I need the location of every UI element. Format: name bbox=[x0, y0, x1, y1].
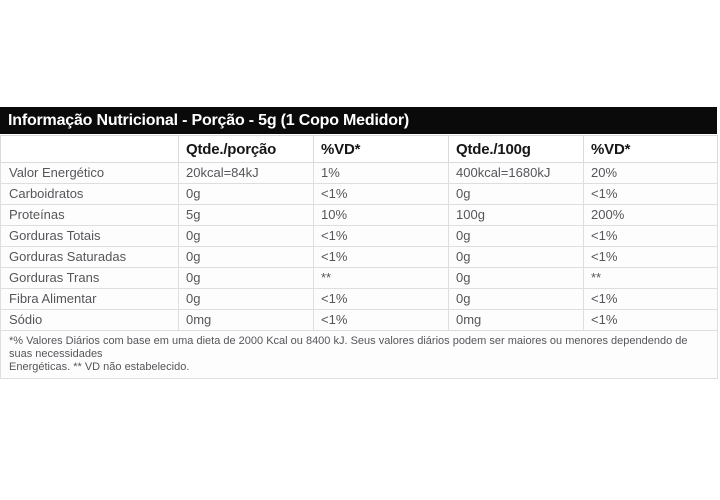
cell-qtde-100g: 0g bbox=[448, 246, 584, 268]
row-label: Sódio bbox=[0, 309, 179, 331]
row-label: Gorduras Trans bbox=[0, 267, 179, 289]
column-header-empty bbox=[0, 135, 179, 163]
cell-qtde-100g: 0g bbox=[448, 288, 584, 310]
header-row: Qtde./porção %VD* Qtde./100g %VD* bbox=[0, 135, 718, 163]
cell-qtde-porcao: 0g bbox=[178, 246, 314, 268]
cell-vd-porcao: ** bbox=[313, 267, 449, 289]
table-row-carboidratos: Carboidratos 0g <1% 0g <1% bbox=[0, 183, 718, 205]
cell-vd-100g: <1% bbox=[583, 183, 718, 205]
nutrition-title: Informação Nutricional - Porção - 5g (1 … bbox=[8, 112, 409, 129]
table-row-fibra-alimentar: Fibra Alimentar 0g <1% 0g <1% bbox=[0, 288, 718, 310]
column-header-vd-porcao: %VD* bbox=[313, 135, 449, 163]
column-header-qtde-porcao: Qtde./porção bbox=[178, 135, 314, 163]
cell-vd-100g: <1% bbox=[583, 309, 718, 331]
cell-vd-porcao: <1% bbox=[313, 225, 449, 247]
cell-qtde-100g: 0g bbox=[448, 267, 584, 289]
row-label: Fibra Alimentar bbox=[0, 288, 179, 310]
cell-qtde-porcao: 0mg bbox=[178, 309, 314, 331]
row-label: Gorduras Saturadas bbox=[0, 246, 179, 268]
cell-vd-100g: 200% bbox=[583, 204, 718, 226]
table-row-gorduras-totais: Gorduras Totais 0g <1% 0g <1% bbox=[0, 225, 718, 247]
footnote-line-1: *% Valores Diários com base em uma dieta… bbox=[9, 335, 688, 360]
cell-qtde-porcao: 0g bbox=[178, 267, 314, 289]
table-row-gorduras-saturadas: Gorduras Saturadas 0g <1% 0g <1% bbox=[0, 246, 718, 268]
row-label: Carboidratos bbox=[0, 183, 179, 205]
row-label: Proteínas bbox=[0, 204, 179, 226]
cell-vd-porcao: 1% bbox=[313, 162, 449, 184]
cell-qtde-100g: 0g bbox=[448, 225, 584, 247]
cell-vd-100g: <1% bbox=[583, 246, 718, 268]
nutrition-label: Informação Nutricional - Porção - 5g (1 … bbox=[0, 107, 718, 379]
cell-vd-porcao: <1% bbox=[313, 288, 449, 310]
table-row-sodio: Sódio 0mg <1% 0mg <1% bbox=[0, 309, 718, 331]
cell-vd-porcao: 10% bbox=[313, 204, 449, 226]
footnote-row: *% Valores Diários com base em uma dieta… bbox=[0, 330, 718, 379]
cell-qtde-porcao: 0g bbox=[178, 288, 314, 310]
table-row-valor-energetico: Valor Energético 20kcal=84kJ 1% 400kcal=… bbox=[0, 162, 718, 184]
table-row-gorduras-trans: Gorduras Trans 0g ** 0g ** bbox=[0, 267, 718, 289]
cell-vd-porcao: <1% bbox=[313, 309, 449, 331]
cell-qtde-100g: 0g bbox=[448, 183, 584, 205]
footnote: *% Valores Diários com base em uma dieta… bbox=[0, 330, 718, 379]
cell-qtde-100g: 400kcal=1680kJ bbox=[448, 162, 584, 184]
cell-qtde-porcao: 0g bbox=[178, 183, 314, 205]
row-label: Gorduras Totais bbox=[0, 225, 179, 247]
cell-qtde-100g: 100g bbox=[448, 204, 584, 226]
cell-qtde-100g: 0mg bbox=[448, 309, 584, 331]
footnote-line-2: Energéticas. ** VD não estabelecido. bbox=[9, 361, 190, 373]
cell-vd-100g: ** bbox=[583, 267, 718, 289]
column-header-qtde-100g: Qtde./100g bbox=[448, 135, 584, 163]
table-row-proteinas: Proteínas 5g 10% 100g 200% bbox=[0, 204, 718, 226]
row-label: Valor Energético bbox=[0, 162, 179, 184]
cell-vd-100g: <1% bbox=[583, 288, 718, 310]
column-header-vd-100g: %VD* bbox=[583, 135, 718, 163]
cell-qtde-porcao: 0g bbox=[178, 225, 314, 247]
cell-vd-100g: 20% bbox=[583, 162, 718, 184]
nutrition-title-bar: Informação Nutricional - Porção - 5g (1 … bbox=[0, 107, 717, 134]
cell-vd-porcao: <1% bbox=[313, 183, 449, 205]
cell-vd-porcao: <1% bbox=[313, 246, 449, 268]
nutrition-table: Qtde./porção %VD* Qtde./100g %VD* Valor … bbox=[0, 135, 718, 379]
cell-vd-100g: <1% bbox=[583, 225, 718, 247]
cell-qtde-porcao: 20kcal=84kJ bbox=[178, 162, 314, 184]
cell-qtde-porcao: 5g bbox=[178, 204, 314, 226]
